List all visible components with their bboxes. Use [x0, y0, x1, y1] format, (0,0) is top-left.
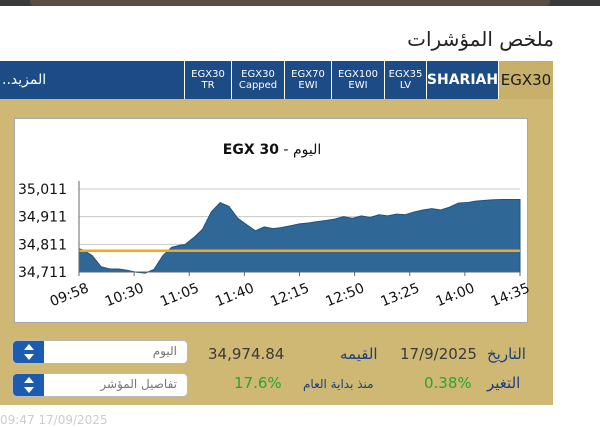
tab-label-line: EGX30: [500, 70, 552, 89]
ytd-label: منذ بداية العام: [303, 377, 374, 391]
tab-egx30-tr[interactable]: EGX30 TR: [184, 61, 231, 99]
date-label: التاريخ: [487, 345, 526, 363]
x-tick-label: 12:15: [268, 280, 311, 310]
index-details-select-value: تفاصيل المؤشر: [100, 377, 177, 391]
tab-egx30-capped[interactable]: EGX30 Capped: [231, 61, 284, 99]
tab-label-line: EGX30: [241, 69, 275, 80]
chart-title-index: EGX 30: [222, 142, 279, 158]
tab-egx100-ewi[interactable]: EGX100 EWI: [331, 61, 384, 99]
x-tick-label: 09:58: [48, 280, 91, 310]
period-select[interactable]: اليوم: [12, 340, 188, 364]
updown-icon[interactable]: [13, 374, 44, 396]
index-tab-bar: المزيد.. EGX30 SHARIAH EGX35 LV EGX100 EWI EGX…: [0, 61, 553, 99]
y-tick-label: 35,011: [18, 182, 67, 198]
footer-timestamp: 09:47 17/09/2025: [0, 413, 108, 427]
change-value: 0.38%: [424, 374, 472, 392]
change-label: التغير: [487, 374, 521, 392]
tab-egx35-lv[interactable]: EGX35 LV: [384, 61, 426, 99]
tab-label-line: TR: [201, 80, 215, 91]
section-title: ملخص المؤشرات: [407, 27, 554, 51]
more-link[interactable]: المزيد..: [2, 72, 47, 88]
updown-icon[interactable]: [13, 341, 44, 363]
tab-label-line: EGX35: [388, 69, 423, 80]
chart-title: EGX 30 - اليوم: [15, 142, 529, 158]
tab-label-line: EWI: [298, 80, 318, 91]
date-value: 17/9/2025: [400, 345, 477, 363]
x-tick-label: 10:30: [103, 280, 146, 310]
tab-label-line: EGX30: [191, 69, 225, 80]
tab-shariah[interactable]: SHARIAH: [426, 61, 498, 99]
tab-label-line: LV: [399, 80, 412, 91]
tab-label-line: EGX70: [291, 69, 325, 80]
chart-title-period: - اليوم: [278, 142, 322, 158]
tab-egx30[interactable]: EGX30: [498, 61, 553, 99]
tab-label-line: SHARIAH: [426, 71, 499, 88]
tab-label-line: Capped: [238, 80, 278, 91]
index-chart: EGX 30 - اليوم 35,011 34,911 34,811 34,711 0…: [14, 118, 529, 323]
ytd-value: 17.6%: [234, 374, 282, 392]
period-select-value: اليوم: [152, 344, 177, 358]
x-tick-label: 11:40: [213, 280, 256, 310]
x-tick-label: 14:35: [489, 280, 529, 310]
x-tick-label: 14:00: [434, 280, 477, 310]
index-area-series: [78, 199, 521, 274]
top-image-strip: [0, 0, 600, 6]
value-number: 34,974.84: [208, 345, 285, 363]
banner-image: [30, 0, 550, 6]
y-tick-label: 34,911: [18, 210, 67, 226]
y-tick-label: 34,811: [18, 237, 67, 253]
y-tick-label: 34,711: [18, 265, 67, 281]
tab-label-line: EWI: [348, 80, 368, 91]
tab-egx70-ewi[interactable]: EGX70 EWI: [284, 61, 331, 99]
index-details-select[interactable]: تفاصيل المؤشر: [12, 373, 188, 397]
x-tick-label: 11:05: [158, 280, 201, 310]
x-tick-label: 13:25: [379, 280, 422, 310]
value-label: القيمه: [340, 345, 378, 363]
tab-label-line: EGX100: [337, 69, 378, 80]
x-tick-label: 12:50: [323, 280, 366, 310]
